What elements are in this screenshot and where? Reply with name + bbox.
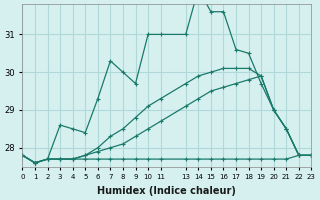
X-axis label: Humidex (Indice chaleur): Humidex (Indice chaleur) — [98, 186, 236, 196]
